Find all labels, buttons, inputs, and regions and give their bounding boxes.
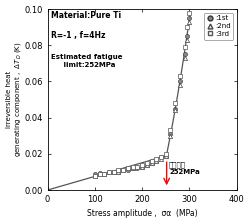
Point <box>107 170 111 174</box>
Point <box>135 165 139 168</box>
Point <box>131 166 135 170</box>
Point <box>164 154 168 157</box>
Point <box>140 163 144 166</box>
Point <box>131 165 135 168</box>
Point <box>168 129 172 132</box>
Point <box>168 134 172 138</box>
Point <box>164 154 168 157</box>
Point <box>185 38 189 42</box>
Point <box>159 156 163 159</box>
Point <box>187 20 191 24</box>
Point <box>150 159 154 163</box>
Point <box>98 172 102 176</box>
Point <box>164 152 168 156</box>
Text: Estimated fatigue
     limit:252MPa: Estimated fatigue limit:252MPa <box>52 54 123 68</box>
Text: R=-1 , f=4Hz: R=-1 , f=4Hz <box>52 31 106 40</box>
Point <box>112 170 116 174</box>
Point <box>185 25 189 29</box>
Text: 疲労限界
252MPa: 疲労限界 252MPa <box>169 161 200 175</box>
Point <box>126 166 130 170</box>
Point <box>121 168 125 172</box>
Point <box>145 163 149 166</box>
Point <box>107 170 111 174</box>
Point <box>150 161 154 165</box>
Point <box>178 74 182 78</box>
Point <box>168 132 172 136</box>
Point <box>154 159 158 163</box>
Point <box>102 172 106 176</box>
Point <box>178 80 182 83</box>
Point <box>145 161 149 165</box>
Point <box>135 165 139 168</box>
Point <box>178 83 182 87</box>
Point <box>98 171 102 175</box>
Point <box>187 11 191 15</box>
Point <box>107 170 111 174</box>
Point <box>187 16 191 20</box>
Point <box>173 107 177 110</box>
Point <box>150 161 154 165</box>
Point <box>116 170 120 174</box>
Point <box>173 109 177 112</box>
Point <box>185 34 189 38</box>
Point <box>102 172 106 176</box>
Point <box>140 165 144 168</box>
Point <box>173 101 177 105</box>
Point <box>131 166 135 170</box>
X-axis label: Stress amplitude ,  σα  (MPa): Stress amplitude , σα (MPa) <box>87 209 198 218</box>
Point <box>135 166 139 170</box>
Point <box>93 174 97 177</box>
Point <box>93 172 97 176</box>
Point <box>116 170 120 174</box>
Point <box>121 168 125 172</box>
Legend: :1st, :2nd, :3rd: :1st, :2nd, :3rd <box>204 13 233 40</box>
Point <box>98 172 102 176</box>
Point <box>112 170 116 174</box>
Point <box>126 166 130 170</box>
Point <box>102 172 106 176</box>
Point <box>182 56 186 60</box>
Point <box>140 165 144 168</box>
Point <box>121 168 125 172</box>
Point <box>154 157 158 161</box>
Point <box>145 163 149 166</box>
Point <box>182 52 186 56</box>
Text: Material:Pure Ti: Material:Pure Ti <box>52 11 122 20</box>
Point <box>112 170 116 174</box>
Point <box>159 156 163 159</box>
Point <box>159 157 163 161</box>
Point <box>93 174 97 177</box>
Y-axis label: Irreversible heat
generating component ,  $\Delta T_D$ (K): Irreversible heat generating component ,… <box>6 42 23 157</box>
Point <box>116 168 120 172</box>
Point <box>154 159 158 163</box>
Point <box>126 168 130 172</box>
Point <box>182 45 186 49</box>
